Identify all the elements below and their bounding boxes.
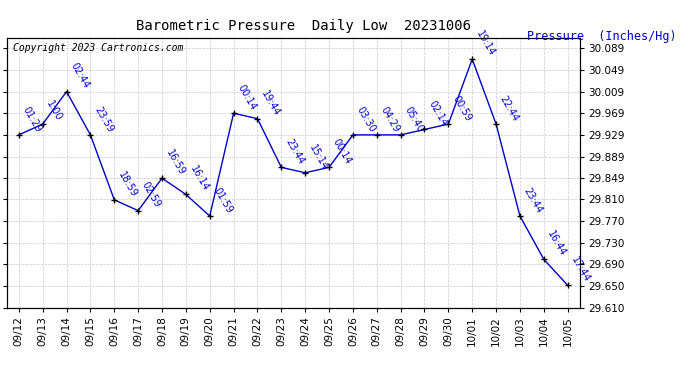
Text: 02:44: 02:44 bbox=[68, 62, 91, 90]
Text: 15:14: 15:14 bbox=[307, 142, 330, 172]
Text: 16:14: 16:14 bbox=[188, 164, 210, 194]
Text: 00:59: 00:59 bbox=[451, 94, 473, 123]
Text: 17:44: 17:44 bbox=[569, 255, 592, 284]
Text: 04:29: 04:29 bbox=[379, 105, 402, 134]
Text: 16:59: 16:59 bbox=[164, 148, 186, 177]
Text: 05:40: 05:40 bbox=[402, 105, 425, 134]
Text: 00:14: 00:14 bbox=[331, 137, 353, 166]
Text: 01:29: 01:29 bbox=[21, 105, 43, 134]
Text: 22:44: 22:44 bbox=[498, 94, 521, 123]
Text: 16:44: 16:44 bbox=[546, 229, 569, 258]
Text: 1:00: 1:00 bbox=[45, 99, 64, 123]
Text: 02:59: 02:59 bbox=[140, 180, 163, 210]
Text: 18:59: 18:59 bbox=[116, 170, 139, 199]
Text: 03:30: 03:30 bbox=[355, 105, 377, 134]
Text: Pressure  (Inches/Hg): Pressure (Inches/Hg) bbox=[526, 30, 676, 43]
Text: 01:59: 01:59 bbox=[212, 186, 234, 215]
Text: 00:14: 00:14 bbox=[235, 83, 258, 112]
Text: 02:14: 02:14 bbox=[426, 99, 449, 128]
Text: 23:44: 23:44 bbox=[283, 137, 306, 166]
Text: 23:59: 23:59 bbox=[92, 105, 115, 134]
Text: Barometric Pressure  Daily Low  20231006: Barometric Pressure Daily Low 20231006 bbox=[136, 19, 471, 33]
Text: Copyright 2023 Cartronics.com: Copyright 2023 Cartronics.com bbox=[12, 43, 183, 53]
Text: 23:44: 23:44 bbox=[522, 186, 544, 215]
Text: 19:44: 19:44 bbox=[259, 88, 282, 118]
Text: 19:14: 19:14 bbox=[474, 29, 497, 58]
